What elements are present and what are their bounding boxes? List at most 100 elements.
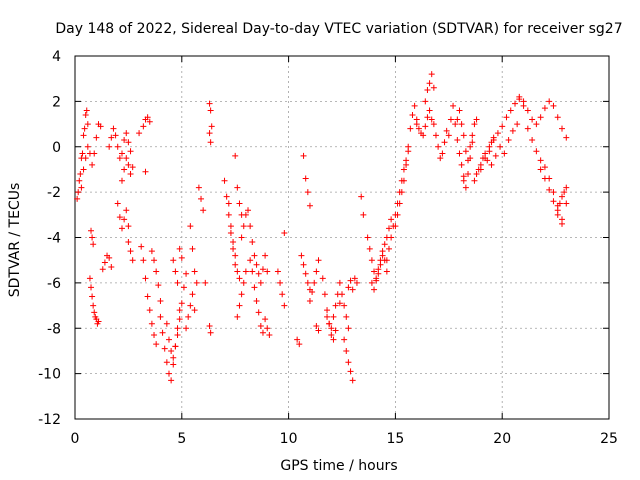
data-point-marker	[426, 107, 433, 114]
data-point-marker	[559, 193, 566, 200]
data-point-marker	[185, 313, 192, 320]
data-point-marker	[153, 341, 160, 348]
data-point-marker	[546, 98, 553, 105]
data-point-marker	[490, 136, 497, 143]
data-point-marker	[208, 123, 215, 130]
data-point-marker	[443, 127, 450, 134]
data-point-marker	[343, 347, 350, 354]
data-point-marker	[328, 332, 335, 339]
data-point-marker	[541, 164, 548, 171]
data-point-marker	[304, 189, 311, 196]
data-point-marker	[456, 107, 463, 114]
data-point-marker	[385, 225, 392, 232]
data-point-marker	[439, 150, 446, 157]
data-point-marker	[234, 313, 241, 320]
data-point-marker	[232, 252, 239, 259]
data-point-marker	[465, 170, 472, 177]
data-point-marker	[563, 200, 570, 207]
data-point-marker	[202, 279, 209, 286]
data-point-marker	[381, 241, 388, 248]
y-axis-label: SDTVAR / TECUs	[7, 183, 23, 298]
data-point-marker	[123, 155, 130, 162]
data-point-marker	[326, 320, 333, 327]
data-point-marker	[97, 123, 104, 130]
data-point-marker	[89, 293, 96, 300]
data-point-marker	[368, 279, 375, 286]
data-point-marker	[80, 166, 87, 173]
data-point-marker	[240, 223, 247, 230]
data-point-marker	[345, 325, 352, 332]
data-point-marker	[347, 368, 354, 375]
y-tick-label: -8	[47, 321, 61, 337]
data-point-marker	[537, 157, 544, 164]
data-point-marker	[512, 100, 519, 107]
data-point-marker	[127, 148, 134, 155]
data-point-marker	[125, 139, 132, 146]
data-point-marker	[497, 143, 504, 150]
data-point-marker	[106, 254, 113, 261]
data-point-marker	[306, 202, 313, 209]
data-point-marker	[127, 248, 134, 255]
data-point-marker	[148, 320, 155, 327]
data-point-marker	[460, 132, 467, 139]
data-point-marker	[129, 257, 136, 264]
data-point-marker	[108, 134, 115, 141]
data-point-marker	[366, 245, 373, 252]
data-point-marker	[163, 359, 170, 366]
data-point-marker	[467, 155, 474, 162]
data-point-marker	[232, 152, 239, 159]
data-point-marker	[153, 268, 160, 275]
data-point-marker	[559, 125, 566, 132]
data-point-marker	[253, 261, 260, 268]
data-point-marker	[405, 143, 412, 150]
data-point-marker	[123, 207, 130, 214]
data-point-marker	[257, 279, 264, 286]
data-point-marker	[161, 345, 168, 352]
data-point-marker	[82, 155, 89, 162]
data-point-marker	[157, 313, 164, 320]
data-point-marker	[180, 284, 187, 291]
data-point-marker	[90, 302, 97, 309]
data-point-marker	[112, 132, 119, 139]
data-point-marker	[360, 211, 367, 218]
data-point-marker	[509, 127, 516, 134]
data-point-marker	[315, 257, 322, 264]
data-point-marker	[460, 177, 467, 184]
axis-ticks	[74, 55, 610, 420]
data-point-marker	[86, 275, 93, 282]
data-point-marker	[379, 248, 386, 255]
data-point-marker	[259, 266, 266, 273]
data-point-marker	[138, 243, 145, 250]
data-point-marker	[398, 189, 405, 196]
data-point-marker	[324, 307, 331, 314]
data-point-marker	[454, 136, 461, 143]
data-point-marker	[554, 207, 561, 214]
data-point-marker	[375, 266, 382, 273]
data-point-marker	[554, 114, 561, 121]
data-point-marker	[262, 252, 269, 259]
data-point-marker	[556, 200, 563, 207]
y-tick-label: 4	[52, 49, 61, 65]
data-point-marker	[234, 268, 241, 275]
data-point-marker	[302, 270, 309, 277]
data-point-marker	[345, 284, 352, 291]
data-point-marker	[437, 155, 444, 162]
data-point-marker	[450, 102, 457, 109]
data-point-marker	[230, 239, 237, 246]
data-point-marker	[187, 302, 194, 309]
data-point-marker	[245, 207, 252, 214]
data-point-marker	[91, 150, 98, 157]
data-point-marker	[345, 359, 352, 366]
data-point-marker	[84, 143, 91, 150]
data-point-marker	[106, 143, 113, 150]
data-point-marker	[121, 166, 128, 173]
data-point-marker	[165, 336, 172, 343]
data-point-marker	[172, 268, 179, 275]
data-point-marker	[336, 279, 343, 286]
data-point-marker	[501, 150, 508, 157]
data-point-marker	[296, 341, 303, 348]
data-point-marker	[409, 111, 416, 118]
data-point-marker	[343, 313, 350, 320]
data-point-marker	[524, 125, 531, 132]
data-point-marker	[121, 216, 128, 223]
